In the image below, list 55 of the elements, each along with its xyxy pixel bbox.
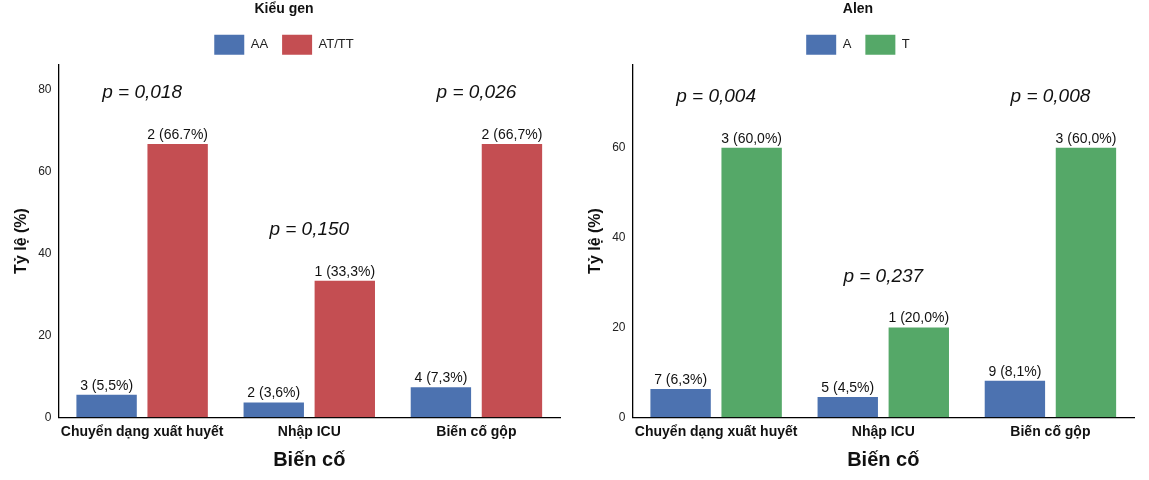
bar [721, 147, 782, 418]
legend-label: A [842, 36, 852, 52]
legend-label: AA [250, 36, 269, 52]
x-tick-label: Nhập ICU [851, 423, 915, 440]
annotation: p = 0,150 [268, 218, 350, 240]
legend-label: T [901, 36, 910, 52]
x-tick-label: Biến cố gộp [436, 423, 517, 440]
data-label: 2 (66.7%) [147, 125, 208, 142]
legend-label: AT/TT [318, 36, 354, 52]
y-tick-label: 20 [612, 319, 626, 334]
data-label: 1 (33,3%) [314, 262, 376, 279]
y-tick-label: 80 [38, 81, 52, 96]
annotation: p = 0,237 [842, 264, 925, 286]
y-axis-title: Tỷ lệ (%) [586, 208, 604, 274]
data-label: 1 (20,0%) [888, 309, 950, 326]
data-label: 5 (4,5%) [821, 378, 875, 395]
annotation: p = 0,018 [101, 81, 183, 103]
data-label: 4 (7,3%) [414, 369, 468, 386]
data-label: 2 (3,6%) [247, 384, 301, 401]
data-label: 7 (6,3%) [654, 370, 708, 387]
y-tick-label: 0 [618, 409, 626, 424]
y-tick-label: 60 [38, 163, 52, 178]
x-axis-title: Biến cố [847, 447, 920, 470]
x-tick-label: Nhập ICU [277, 423, 341, 440]
data-label: 9 (8,1%) [988, 362, 1042, 379]
legend-title: Alen [842, 0, 874, 16]
y-tick-label: 40 [38, 245, 52, 260]
bar [984, 380, 1046, 418]
data-label: 2 (66,7%) [481, 125, 543, 142]
bar [147, 143, 208, 418]
x-tick-label: Chuyển dạng xuất huyết [60, 423, 224, 440]
y-tick-label: 20 [38, 327, 52, 342]
bar [481, 143, 543, 418]
bar [76, 394, 137, 418]
y-axis-title: Tỷ lệ (%) [12, 208, 30, 274]
bar [410, 387, 472, 418]
data-label: 3 (5,5%) [80, 376, 134, 393]
bar [817, 397, 878, 418]
data-label: 3 (60,0%) [721, 129, 782, 146]
x-axis-title: Biến cố [273, 447, 346, 470]
bar [314, 280, 375, 418]
data-label: 3 (60,0%) [1055, 129, 1117, 146]
bar [888, 327, 949, 418]
legend-title: Kiểu gen [254, 0, 314, 16]
annotation: p = 0,004 [675, 85, 757, 107]
y-tick-label: 0 [44, 409, 52, 424]
bar [243, 402, 304, 418]
bar [1055, 147, 1117, 418]
y-tick-label: 60 [612, 140, 626, 155]
annotation: p = 0,026 [435, 81, 517, 103]
x-tick-label: Chuyển dạng xuất huyết [634, 423, 798, 440]
y-tick-label: 40 [612, 229, 626, 244]
bar [650, 388, 711, 418]
x-tick-label: Biến cố gộp [1010, 423, 1091, 440]
annotation: p = 0,008 [1009, 85, 1091, 107]
